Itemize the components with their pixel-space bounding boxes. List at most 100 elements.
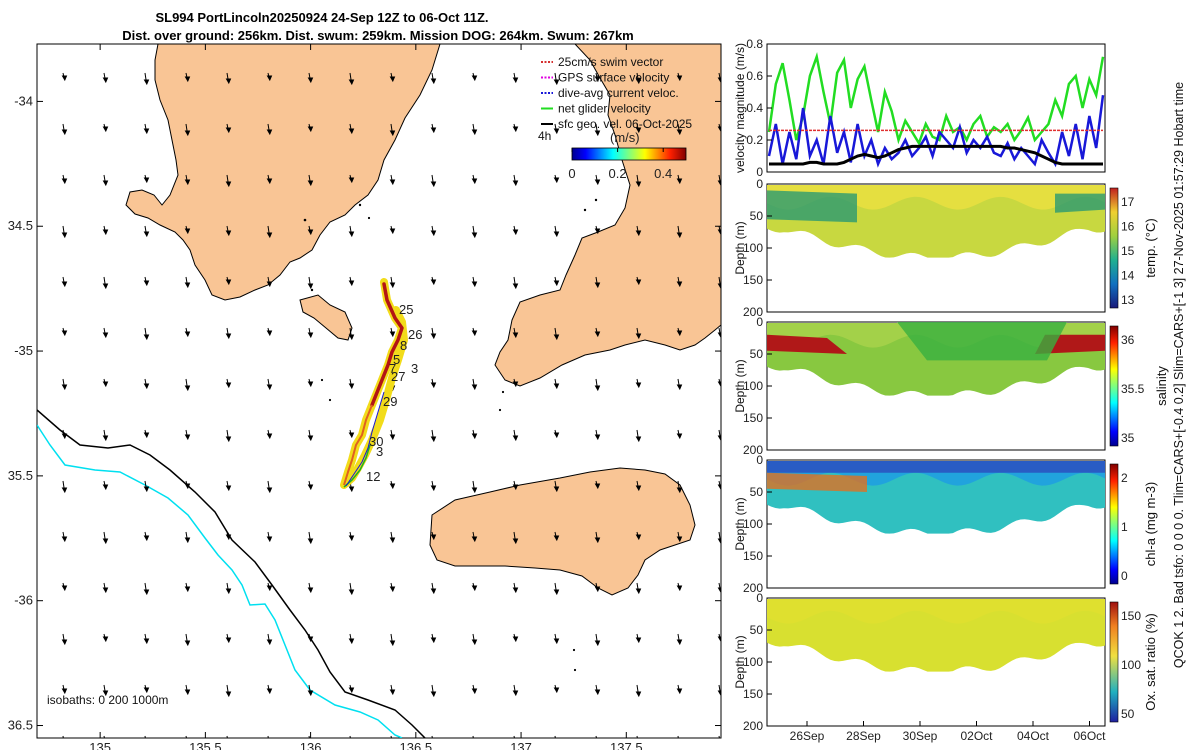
track-day-label: 26: [408, 327, 422, 342]
sfc-velocity-arrowhead: [635, 436, 642, 443]
speed-colorbar-ticks: 0 0.2 0.4: [568, 148, 672, 181]
sfc-velocity-arrowhead: [471, 232, 478, 239]
section-ylabel: Depth (m): [733, 221, 747, 274]
sfc-velocity-arrowhead: [225, 333, 232, 340]
sfc-velocity-arrowhead: [676, 330, 683, 337]
legend-entry: sfc geo. vel. 06-Oct-2025: [558, 117, 692, 131]
sfc-velocity-arrowhead: [717, 381, 721, 388]
sfc-velocity-arrowhead: [225, 78, 232, 85]
colorbar-label: (m/s): [610, 130, 640, 145]
sfc-velocity-arrowhead: [389, 483, 396, 490]
coastal-islets: [303, 198, 598, 672]
track-day-label: 25: [399, 302, 413, 317]
map-ytick-label: 36.5: [8, 718, 33, 733]
map-title-line2: Dist. over ground: 256km. Dist. swum: 25…: [122, 28, 634, 43]
sfc-velocity-arrowhead: [594, 537, 601, 544]
map-xtick-label: 135: [89, 740, 111, 750]
sfc-velocity-arrowhead: [266, 75, 273, 82]
sfc-velocity-arrowhead: [348, 128, 355, 135]
sfc-velocity-arrowhead: [471, 536, 478, 543]
sfc-velocity-arrowhead: [63, 743, 67, 747]
sfc-velocity-arrowhead: [635, 333, 642, 340]
sfc-velocity-arrowhead: [266, 281, 273, 288]
section-xtick-label: 30Sep: [903, 729, 938, 743]
sfc-velocity-arrowhead: [307, 690, 314, 697]
sfc-velocity-arrowhead: [676, 75, 683, 82]
section-ylabel: Depth (m): [733, 497, 747, 550]
sfc-velocity-arrowhead: [102, 332, 109, 339]
section-ytick-label: 100: [743, 241, 763, 255]
sfc-velocity-arrowhead: [594, 483, 601, 490]
sfc-velocity-arrowhead: [471, 639, 478, 646]
sfc-velocity-arrowhead: [348, 177, 355, 184]
sfc-velocity-arrowhead: [266, 178, 273, 185]
sfc-velocity-arrowhead: [512, 435, 519, 442]
section-feature: [767, 334, 847, 354]
sfc-velocity-arrowhead: [389, 434, 396, 441]
sfc-velocity-arrowhead: [266, 585, 273, 592]
sfc-velocity-arrowhead: [307, 484, 314, 491]
sfc-velocity-arrowhead: [635, 127, 642, 134]
sfc-velocity-arrowhead: [471, 585, 478, 592]
sfc-velocity-arrowhead: [102, 587, 109, 594]
sfc-velocity-arrowhead: [717, 77, 721, 84]
section-ytick-label: 100: [743, 517, 763, 531]
sfc-velocity-arrowhead: [594, 130, 601, 137]
land-yorke-peninsula: [494, 44, 721, 387]
sfc-velocity-arrowhead: [225, 436, 232, 443]
sfc-velocity-arrowhead: [512, 180, 519, 187]
velocity-ytick-label: 0.2: [746, 133, 763, 147]
sfc-velocity-arrowhead: [553, 638, 560, 645]
sfc-velocity-arrowhead: [184, 385, 191, 392]
sfc-velocity-arrowhead: [676, 281, 683, 288]
sfc-velocity-arrowhead: [348, 638, 355, 645]
sfc-velocity-arrowhead: [307, 538, 314, 545]
sfc-velocity-arrowhead: [61, 330, 68, 337]
sfc-velocity-arrowhead: [717, 229, 721, 236]
section-feature: [767, 461, 1105, 473]
sfc-velocity-arrowhead: [471, 688, 478, 695]
sfc-velocity-arrowhead: [430, 127, 437, 134]
sfc-velocity-arrowhead: [143, 687, 150, 694]
section-colorbar-tick-label: 36: [1121, 333, 1135, 347]
sfc-velocity-arrowhead: [225, 382, 232, 389]
sfc-velocity-arrowhead: [430, 637, 437, 644]
legend-entry: dive-avg current veloc.: [558, 86, 679, 100]
sfc-velocity-arrow: [144, 735, 146, 738]
sfc-velocity-arrowhead: [143, 638, 150, 645]
sfc-velocity-arrow: [103, 735, 105, 738]
sfc-velocity-arrow: [185, 735, 188, 738]
sfc-velocity-arrowhead: [430, 230, 437, 237]
sfc-velocity-arrowhead: [594, 385, 601, 392]
sfc-velocity-arrowhead: [143, 231, 150, 238]
sfc-velocity-arrow: [390, 735, 393, 738]
section-ytick-label: 0: [756, 453, 763, 467]
section-ytick-label: 0: [756, 591, 763, 605]
sfc-velocity-arrowhead: [389, 331, 396, 338]
section-colorbar-tick-label: 100: [1121, 658, 1141, 672]
section-colorbar-label: chl-a (mg m-3): [1143, 482, 1158, 567]
sfc-velocity-arrowhead: [184, 331, 191, 338]
sfc-velocity-arrowhead: [676, 232, 683, 239]
sfc-velocity-arrow: [349, 735, 351, 738]
velocity-series-line: [769, 144, 1103, 166]
sfc-velocity-arrowhead: [102, 77, 109, 84]
sfc-velocity-arrow: [513, 735, 515, 738]
map-xtick-label: 135.5: [189, 740, 222, 750]
sfc-velocity-arrowhead: [225, 485, 232, 492]
track-day-label: 27: [391, 369, 405, 384]
sfc-velocity-arrowhead: [348, 589, 355, 596]
sfc-velocity-arrowhead: [184, 689, 191, 696]
section-colorbar-tick-label: 16: [1121, 220, 1135, 234]
sfc-velocity-arrowhead: [430, 333, 437, 340]
section-ylabel: Depth (m): [733, 359, 747, 412]
section-colorbar-label: Ox. sat. ratio (%): [1143, 613, 1158, 711]
sfc-velocity-arrowhead: [553, 280, 560, 287]
sfc-velocity-arrowhead: [676, 129, 683, 136]
track-day-label: 5: [393, 352, 400, 367]
map-xtick-label: 137.5: [610, 740, 643, 750]
sfc-velocity-arrowhead: [594, 689, 601, 696]
sfc-velocity-arrowhead: [266, 433, 273, 440]
section-colorbar-tick-label: 14: [1121, 269, 1135, 283]
sfc-velocity-arrowhead: [266, 232, 273, 239]
